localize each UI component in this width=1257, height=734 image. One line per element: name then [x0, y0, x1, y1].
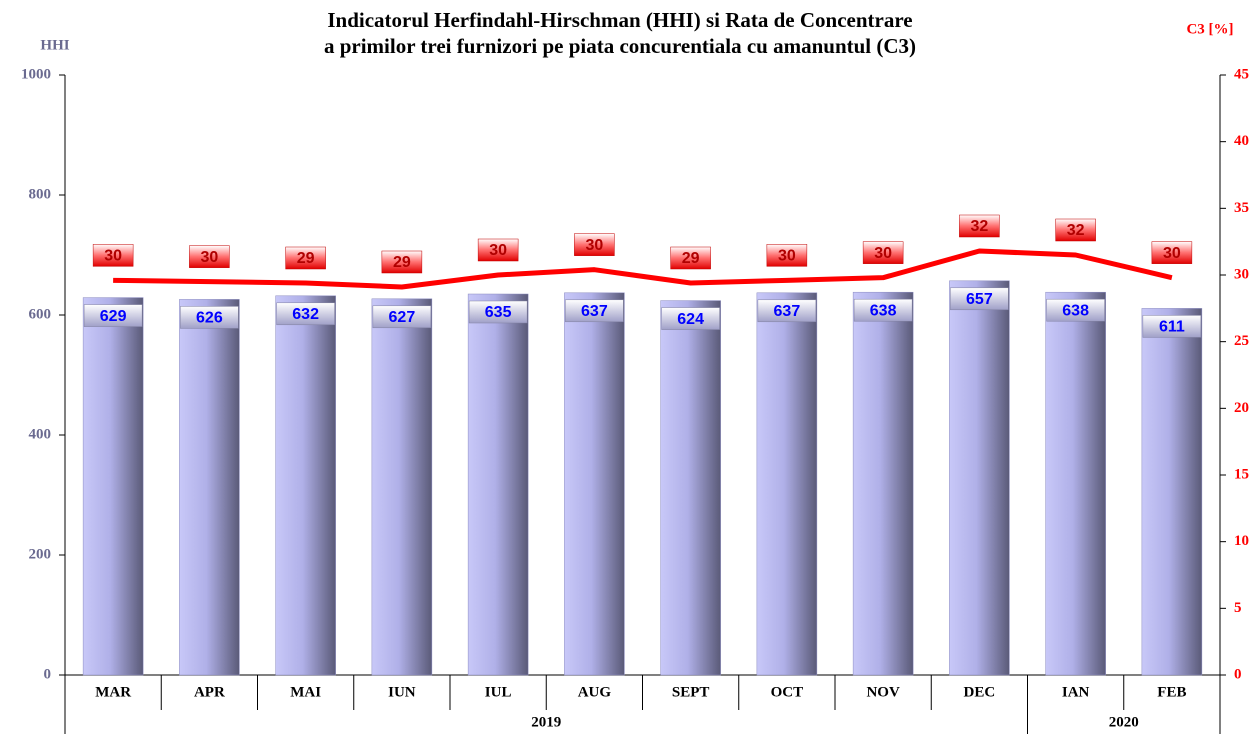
- bar: [1141, 308, 1203, 676]
- value-label-box: [92, 244, 134, 267]
- y2-tick-label: 35: [1234, 200, 1249, 216]
- x-tick-label: OCT: [771, 684, 804, 700]
- y2-tick-label: 5: [1234, 600, 1242, 616]
- x-tick-label: APR: [194, 684, 225, 700]
- value-label: 32: [970, 218, 988, 235]
- value-label-box: [862, 241, 904, 264]
- value-label-box: [574, 233, 615, 256]
- bar: [660, 300, 721, 676]
- y2-tick-label: 40: [1234, 133, 1249, 149]
- value-label-box: [180, 306, 239, 329]
- value-label-box: [83, 304, 143, 327]
- value-label-box: [468, 300, 528, 324]
- x-tick-label: IUN: [388, 684, 416, 700]
- y-tick-label: 1000: [21, 66, 51, 82]
- bar: [564, 292, 625, 676]
- y-tick-label: 200: [29, 546, 52, 562]
- value-label: 657: [966, 291, 993, 308]
- y-tick-label: 600: [29, 306, 52, 322]
- value-label: 629: [100, 308, 127, 325]
- value-label: 30: [104, 248, 122, 265]
- bar: [467, 293, 529, 676]
- bar: [371, 298, 433, 676]
- value-label: 32: [1067, 222, 1085, 239]
- line: [113, 248, 1173, 290]
- value-label: 632: [292, 306, 319, 323]
- bar: [275, 295, 336, 676]
- bar: [179, 299, 240, 676]
- value-label: 30: [874, 245, 892, 262]
- x-tick-label: FEB: [1157, 684, 1186, 700]
- bar: [852, 291, 914, 676]
- value-label: 627: [389, 309, 416, 326]
- value-label-box: [670, 246, 711, 270]
- y2-tick-label: 30: [1234, 266, 1249, 282]
- x-tick-label: MAR: [95, 684, 131, 700]
- y2-tick-label: 45: [1234, 66, 1249, 82]
- y2-tick-label: 15: [1234, 466, 1249, 482]
- chart-title: Indicatorul Herfindahl-Hirschman (HHI) s…: [327, 8, 912, 32]
- value-label-box: [189, 245, 230, 268]
- value-label: 30: [489, 242, 507, 259]
- bar: [949, 280, 1010, 676]
- y2-tick-label: 25: [1234, 333, 1249, 349]
- value-label-box: [1151, 241, 1193, 264]
- value-label: 637: [581, 303, 608, 320]
- y2-tick-label: 20: [1234, 400, 1249, 416]
- x-tick-label: IAN: [1062, 684, 1090, 700]
- y-tick-label: 400: [29, 426, 52, 442]
- value-label-box: [1142, 315, 1202, 338]
- value-label: 29: [682, 250, 700, 267]
- y-tick-label: 800: [29, 186, 52, 202]
- value-label: 638: [870, 302, 897, 319]
- value-label: 638: [1062, 302, 1089, 319]
- value-label: 30: [585, 237, 603, 254]
- value-label: 637: [774, 303, 801, 320]
- value-label-box: [959, 214, 1000, 238]
- value-label: 611: [1159, 319, 1185, 336]
- value-label-box: [565, 299, 624, 323]
- y2-tick-label: 10: [1234, 533, 1249, 549]
- value-label-box: [381, 250, 423, 274]
- value-label: 624: [677, 311, 704, 328]
- y-tick-label: 0: [44, 666, 52, 682]
- value-label-box: [1046, 298, 1105, 322]
- value-label-box: [853, 298, 913, 322]
- value-label-box: [950, 287, 1009, 311]
- value-label: 626: [196, 310, 223, 327]
- value-label: 30: [1163, 245, 1181, 262]
- value-label-box: [766, 244, 808, 267]
- value-label: 29: [297, 250, 315, 267]
- value-label-box: [276, 302, 335, 326]
- group-label: 2019: [531, 714, 561, 730]
- value-label: 30: [778, 248, 796, 265]
- value-label: 30: [200, 249, 218, 266]
- x-tick-label: DEC: [964, 684, 996, 700]
- value-label-box: [477, 238, 519, 262]
- value-label-box: [757, 299, 817, 323]
- x-tick-label: IUL: [485, 684, 512, 700]
- value-label: 635: [485, 304, 512, 321]
- chart-title: a primilor trei furnizori pe piata concu…: [324, 34, 916, 58]
- x-tick-label: MAI: [290, 684, 321, 700]
- value-label: 29: [393, 254, 411, 271]
- y2-axis-label: C3 [%]: [1186, 21, 1233, 37]
- value-label-box: [661, 307, 720, 330]
- x-tick-label: NOV: [866, 684, 900, 700]
- x-tick-label: AUG: [578, 684, 612, 700]
- value-label-box: [285, 246, 326, 270]
- group-label: 2020: [1109, 714, 1139, 730]
- bar: [756, 292, 818, 676]
- x-tick-label: SEPT: [672, 684, 710, 700]
- value-label-box: [1055, 218, 1096, 242]
- value-label-box: [372, 305, 432, 329]
- y2-tick-label: 0: [1234, 666, 1242, 682]
- y-axis-label: HHI: [40, 37, 69, 53]
- bar: [1045, 291, 1106, 676]
- bar: [82, 297, 144, 676]
